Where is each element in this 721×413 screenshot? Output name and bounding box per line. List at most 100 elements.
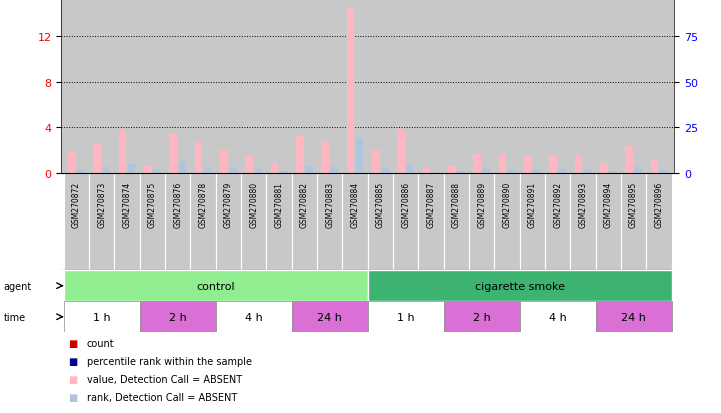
Bar — [625, 146, 633, 173]
Bar — [609, 171, 616, 173]
Text: GSM270889: GSM270889 — [477, 181, 486, 227]
Text: GSM270873: GSM270873 — [97, 181, 106, 228]
Bar — [596, 173, 621, 271]
Bar — [347, 9, 354, 173]
Bar — [342, 173, 368, 271]
Text: GSM270890: GSM270890 — [503, 181, 511, 228]
Bar — [393, 173, 418, 271]
Text: 1 h: 1 h — [397, 312, 415, 322]
Bar — [368, 173, 393, 271]
Text: GSM270885: GSM270885 — [376, 181, 385, 227]
Bar — [144, 166, 151, 173]
Bar — [355, 138, 363, 173]
Bar — [533, 170, 541, 173]
Bar — [443, 301, 520, 332]
Bar — [245, 157, 253, 173]
Bar — [457, 171, 465, 173]
Text: agent: agent — [4, 281, 32, 291]
Text: 24 h: 24 h — [622, 312, 646, 322]
Bar — [94, 144, 101, 173]
Text: GSM270883: GSM270883 — [325, 181, 335, 227]
Text: GSM270875: GSM270875 — [148, 181, 157, 228]
Text: GSM270881: GSM270881 — [275, 181, 283, 227]
Text: GSM270876: GSM270876 — [173, 181, 182, 228]
Text: ■: ■ — [68, 374, 78, 384]
Bar — [292, 301, 368, 332]
Bar — [241, 173, 267, 271]
Text: 4 h: 4 h — [245, 312, 262, 322]
Bar — [407, 166, 414, 173]
Text: cigarette smoke: cigarette smoke — [474, 281, 565, 291]
Text: GSM270893: GSM270893 — [578, 181, 588, 228]
Bar — [596, 301, 671, 332]
Bar — [169, 135, 177, 173]
Text: GSM270892: GSM270892 — [553, 181, 562, 227]
Bar — [296, 137, 304, 173]
Bar — [128, 164, 136, 173]
Bar — [650, 160, 658, 173]
Bar — [216, 173, 241, 271]
Bar — [270, 163, 278, 173]
Text: GSM270895: GSM270895 — [629, 181, 638, 228]
Bar — [448, 166, 456, 173]
Bar — [220, 151, 228, 173]
Text: GSM270896: GSM270896 — [655, 181, 663, 228]
Text: value, Detection Call = ABSENT: value, Detection Call = ABSENT — [87, 374, 242, 384]
Text: GSM270888: GSM270888 — [452, 181, 461, 227]
Bar — [381, 169, 389, 173]
Bar — [280, 171, 288, 173]
Bar — [584, 170, 591, 173]
Bar — [621, 173, 646, 271]
Bar — [140, 301, 216, 332]
Bar — [575, 157, 583, 173]
Bar — [372, 151, 380, 173]
Bar — [102, 168, 110, 173]
Bar — [305, 166, 313, 173]
Bar — [368, 271, 671, 301]
Bar — [524, 155, 531, 173]
Text: time: time — [4, 312, 26, 322]
Text: 2 h: 2 h — [473, 312, 490, 322]
Text: GSM270878: GSM270878 — [198, 181, 208, 227]
Bar — [165, 173, 190, 271]
Bar — [423, 168, 430, 173]
Bar — [469, 173, 495, 271]
Bar — [119, 131, 126, 173]
Text: GSM270872: GSM270872 — [72, 181, 81, 227]
Text: GSM270894: GSM270894 — [603, 181, 613, 228]
Text: 24 h: 24 h — [317, 312, 342, 322]
Text: rank, Detection Call = ABSENT: rank, Detection Call = ABSENT — [87, 392, 236, 402]
Bar — [89, 173, 115, 271]
Bar — [570, 173, 596, 271]
Bar — [64, 301, 140, 332]
Bar — [179, 162, 186, 173]
Bar — [216, 301, 292, 332]
Bar — [330, 168, 338, 173]
Bar — [64, 271, 368, 301]
Bar — [229, 169, 236, 173]
Bar — [153, 170, 161, 173]
Text: ■: ■ — [68, 392, 78, 402]
Bar — [322, 142, 329, 173]
Text: GSM270884: GSM270884 — [350, 181, 360, 227]
Bar — [190, 173, 216, 271]
Bar — [267, 173, 292, 271]
Text: count: count — [87, 338, 114, 348]
Bar — [660, 170, 668, 173]
Text: GSM270874: GSM270874 — [123, 181, 132, 228]
Text: ■: ■ — [68, 338, 78, 348]
Bar — [368, 301, 443, 332]
Bar — [558, 170, 566, 173]
Bar — [77, 170, 85, 173]
Bar — [140, 173, 165, 271]
Text: 2 h: 2 h — [169, 312, 187, 322]
Bar — [418, 173, 443, 271]
Bar — [397, 131, 405, 173]
Bar — [255, 170, 262, 173]
Text: ■: ■ — [68, 356, 78, 366]
Bar — [520, 173, 545, 271]
Text: GSM270891: GSM270891 — [528, 181, 537, 227]
Bar — [443, 173, 469, 271]
Text: GSM270880: GSM270880 — [249, 181, 258, 227]
Text: GSM270882: GSM270882 — [300, 181, 309, 227]
